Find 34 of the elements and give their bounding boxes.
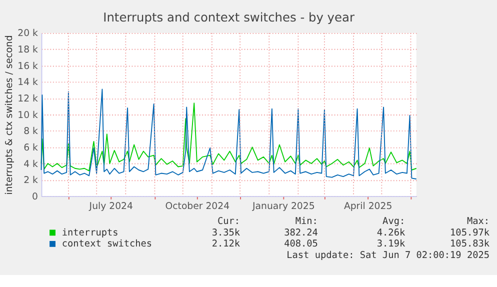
y-tick-label: 16 k [18,60,39,72]
text: 2.12k [212,238,240,250]
x-tick-label: October 2024 [165,200,230,212]
text: 3.19k [376,238,406,250]
line-series [40,88,417,180]
y-tick-label: 0 [32,191,38,202]
legend-label: context switches [62,238,152,250]
x-tick-label: January 2025 [252,200,315,212]
text: Min: [295,216,318,228]
text: Avg: [382,216,406,228]
y-tick-label: 14 k [18,77,39,88]
y-tick-label: 4 k [24,158,39,170]
y-tick-label: 10 k [18,110,39,121]
y-tick-label: 20 k [18,28,39,40]
y-tick-label: 12 k [18,93,39,104]
text: 408.05 [284,238,318,250]
y-tick-label: 18 k [18,44,39,56]
text: 105.83k [450,238,490,250]
y-axis-title: interrupts & ctx switches / second [4,35,16,195]
legend-label: interrupts [62,227,118,238]
line-series [40,102,417,172]
text: Cur: [218,216,240,228]
y-tick-label: 6 k [24,142,39,154]
text: Last update: Sat Jun 7 02:00:19 2025 [286,250,490,261]
text: Max: [466,216,490,228]
text: 4.26k [376,227,406,238]
x-tick-label: July 2024 [88,200,133,212]
y-tick-label: 2 k [24,175,39,186]
text: 3.35k [212,227,240,238]
text: 105.97k [450,227,490,238]
x-tick-label: April 2025 [344,200,392,212]
text: 382.24 [284,227,318,238]
chart-title: Interrupts and context switches - by year [103,10,356,25]
y-tick-label: 8 k [24,126,39,138]
